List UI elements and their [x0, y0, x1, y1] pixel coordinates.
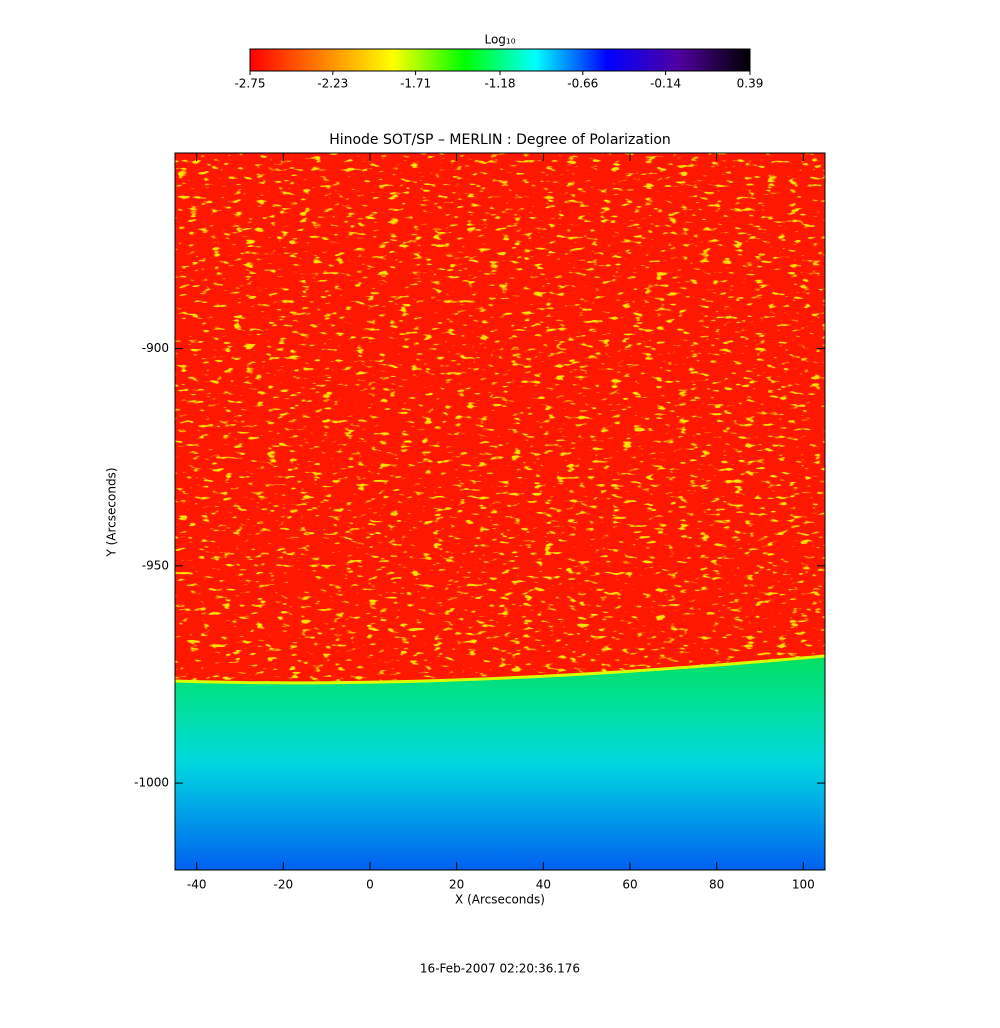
x-tick-label: 0 — [366, 878, 374, 892]
colorbar-tick-label: -0.14 — [650, 77, 681, 91]
colorbar-label: Log₁₀ — [484, 33, 515, 47]
colorbar-tick-label: 0.39 — [737, 77, 764, 91]
colorbar-tick-label: -1.71 — [400, 77, 431, 91]
x-tick-label: 100 — [792, 878, 815, 892]
plot-frame — [174, 152, 826, 871]
x-tick-label: -40 — [187, 878, 207, 892]
x-tick-label: -20 — [274, 878, 294, 892]
x-axis-label: X (Arcseconds) — [455, 893, 545, 907]
y-tick-label: -950 — [142, 558, 169, 572]
chart-title: Hinode SOT/SP – MERLIN : Degree of Polar… — [329, 132, 671, 148]
colorbar-tick-label: -1.18 — [484, 77, 515, 91]
colorbar-tick-label: -0.66 — [567, 77, 598, 91]
colorbar — [249, 48, 751, 72]
x-tick-label: 80 — [709, 878, 724, 892]
x-tick-label: 60 — [622, 878, 637, 892]
colorbar-tick-label: -2.23 — [317, 77, 348, 91]
footer: 16-Feb-2007 02:20:36.176 — [420, 962, 580, 976]
x-tick-label: 20 — [449, 878, 464, 892]
y-tick-label: -1000 — [134, 776, 169, 790]
y-tick-label: -900 — [142, 341, 169, 355]
image — [175, 153, 825, 870]
x-tick-label: 40 — [536, 878, 551, 892]
colorbar-tick-label: -2.75 — [234, 77, 265, 91]
y-axis-label: Y (Arcseconds) — [105, 467, 119, 557]
